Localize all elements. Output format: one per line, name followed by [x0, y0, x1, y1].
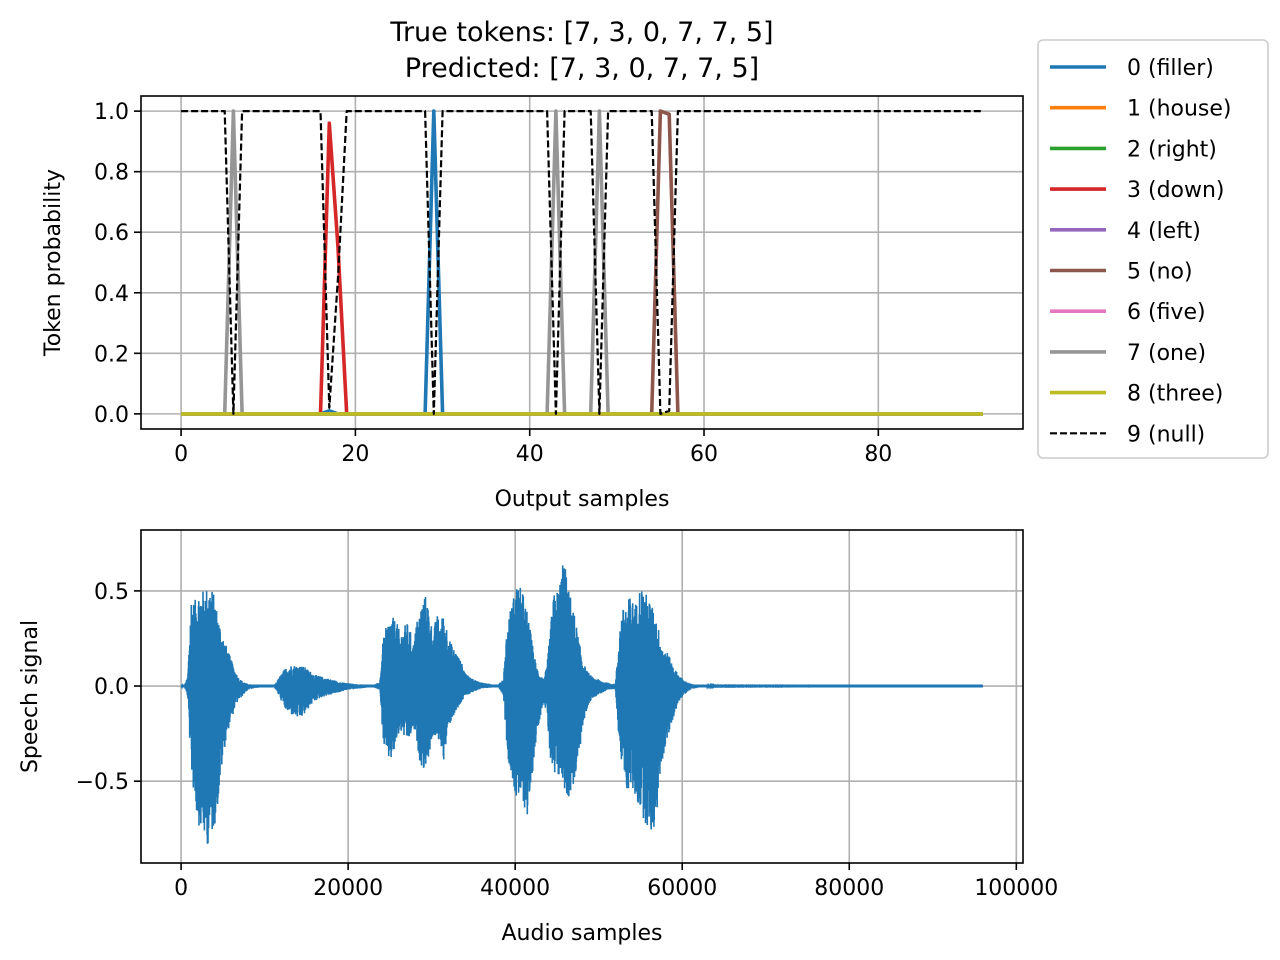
legend-label-5: 5 (no)	[1127, 260, 1193, 285]
legend-items: 0 (filler) 1 (house) 2 (right) 3 (down) 4 (l…	[1050, 56, 1232, 447]
x-tick-label: 20	[341, 442, 369, 467]
x-tick-label: 80000	[814, 876, 884, 901]
series-line-5	[181, 109, 983, 416]
top-ticks: 0 20 40 60 80 0.0 0.2 0.4 0.6 0.8 1.0	[94, 100, 892, 467]
chart-subtitle: Predicted: [7, 3, 0, 7, 7, 5]	[405, 53, 759, 84]
x-tick-label: 0	[174, 442, 188, 467]
y-tick-label: 0.5	[94, 580, 129, 605]
legend-label-9: 9 (null)	[1127, 422, 1205, 447]
y-tick-label: −0.5	[76, 770, 129, 795]
speech-signal-chart: 0 20000 40000 60000 80000 100000 −0.5 0.0 0.5 Au…	[18, 529, 1059, 946]
y-tick-label: 0.2	[94, 342, 129, 367]
y-tick-label: 1.0	[94, 100, 129, 125]
bottom-plot-frame	[140, 529, 1024, 864]
y-tick-label: 0.0	[94, 675, 129, 700]
bottom-series-group	[180, 565, 983, 844]
x-tick-label: 80	[864, 442, 892, 467]
speech-waveform	[180, 565, 983, 844]
top-plot-frame	[140, 95, 1024, 430]
x-tick-label: 40000	[480, 876, 550, 901]
bottom-x-axis-label: Audio samples	[502, 921, 663, 946]
bottom-y-axis-label: Speech signal	[18, 620, 43, 773]
top-series-group	[181, 109, 983, 416]
y-tick-label: 0.8	[94, 161, 129, 186]
top-y-axis-label: Token probability	[41, 169, 66, 357]
x-tick-label: 0	[174, 876, 188, 901]
legend-label-1: 1 (house)	[1127, 97, 1232, 122]
series-line-7	[181, 109, 983, 416]
x-tick-label: 100000	[974, 876, 1058, 901]
legend-label-8: 8 (three)	[1127, 382, 1223, 407]
y-tick-label: 0.6	[94, 221, 129, 246]
legend-label-2: 2 (right)	[1127, 137, 1217, 162]
x-tick-label: 60000	[647, 876, 717, 901]
x-tick-label: 20000	[313, 876, 383, 901]
series-line-9	[181, 110, 983, 415]
legend: 0 (filler) 1 (house) 2 (right) 3 (down) 4 (l…	[1037, 39, 1269, 459]
legend-label-3: 3 (down)	[1127, 178, 1225, 203]
series-line-3	[181, 121, 983, 416]
legend-label-7: 7 (one)	[1127, 341, 1206, 366]
token-probability-chart: 0 20 40 60 80 0.0 0.2 0.4 0.6 0.8 1.0 True tokens:…	[41, 17, 1024, 512]
y-tick-label: 0.4	[94, 282, 129, 307]
legend-label-4: 4 (left)	[1127, 219, 1201, 244]
x-tick-label: 60	[690, 442, 718, 467]
series-line-0	[181, 109, 983, 416]
chart-title: True tokens: [7, 3, 0, 7, 7, 5]	[389, 17, 773, 48]
top-x-axis-label: Output samples	[495, 487, 670, 512]
bottom-ticks: 0 20000 40000 60000 80000 100000 −0.5 0.0 0.5	[76, 580, 1059, 901]
top-grid	[141, 96, 1023, 429]
legend-label-6: 6 (five)	[1127, 300, 1206, 325]
x-tick-label: 40	[516, 442, 544, 467]
y-tick-label: 0.0	[94, 403, 129, 428]
legend-label-0: 0 (filler)	[1127, 56, 1214, 81]
